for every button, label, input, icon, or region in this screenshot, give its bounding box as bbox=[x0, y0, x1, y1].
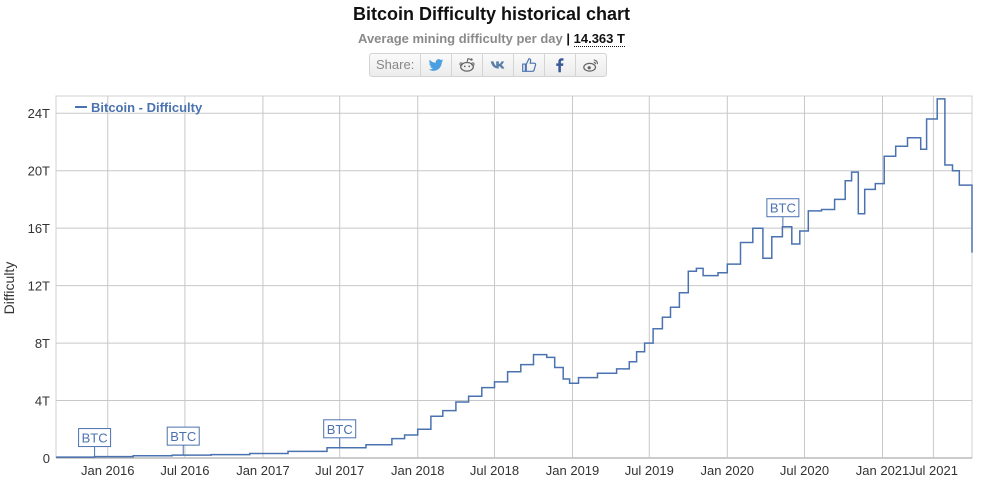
chart-subtitle: Average mining difficulty per day | 14.3… bbox=[0, 31, 983, 47]
twitter-icon[interactable] bbox=[421, 54, 453, 76]
btc-flag-label: BTC bbox=[170, 429, 196, 444]
x-tick-label: Jul 2020 bbox=[780, 463, 829, 478]
x-tick-label: Jan 2019 bbox=[546, 463, 600, 478]
btc-flag-label: BTC bbox=[327, 422, 353, 437]
weibo-icon[interactable] bbox=[576, 54, 606, 76]
y-tick-label: 8T bbox=[35, 336, 50, 351]
x-tick-label: Jan 2016 bbox=[81, 463, 135, 478]
like-icon[interactable] bbox=[514, 54, 546, 76]
btc-flag[interactable] bbox=[766, 198, 800, 218]
x-tick-label: Jul 2017 bbox=[315, 463, 364, 478]
chart-grid bbox=[55, 95, 973, 459]
subtitle-separator: | bbox=[566, 31, 570, 46]
chart-series bbox=[56, 98, 973, 458]
reddit-icon[interactable] bbox=[452, 54, 484, 76]
btc-flag-label: BTC bbox=[82, 431, 108, 446]
y-tick-label: 0 bbox=[43, 451, 50, 466]
facebook-icon[interactable] bbox=[545, 54, 577, 76]
x-tick-label: Jan 2020 bbox=[701, 463, 755, 478]
x-tick-label: Jan 2017 bbox=[236, 463, 290, 478]
chart-axes: 0 4T 8T 12T 16T 20T 24T Jan 2016 Jul 2016 Jan 201… bbox=[28, 106, 958, 478]
share-label: Share: bbox=[370, 54, 422, 76]
btc-flag[interactable] bbox=[166, 426, 200, 446]
btc-flag-label: BTC bbox=[770, 201, 796, 216]
x-tick-label: Jan 2018 bbox=[391, 463, 445, 478]
plot-area bbox=[55, 95, 973, 459]
y-tick-label: 24T bbox=[28, 106, 50, 121]
legend-label[interactable]: Bitcoin - Difficulty bbox=[91, 100, 203, 115]
y-tick-label: 16T bbox=[28, 221, 50, 236]
y-tick-label: 4T bbox=[35, 394, 50, 409]
subtitle-label: Average mining difficulty per day bbox=[358, 31, 563, 46]
x-tick-label: Jan 2021 bbox=[856, 463, 910, 478]
x-tick-label: Jul 2018 bbox=[470, 463, 519, 478]
x-tick-label: Jul 2016 bbox=[160, 463, 209, 478]
current-difficulty-value: 14.363 T bbox=[573, 31, 625, 47]
x-tick-label: Jul 2021 bbox=[909, 463, 958, 478]
chart-legend: Bitcoin - Difficulty bbox=[75, 100, 203, 115]
vk-icon[interactable] bbox=[483, 54, 515, 76]
y-tick-label: 12T bbox=[28, 279, 50, 294]
x-tick-label: Jul 2019 bbox=[625, 463, 674, 478]
y-tick-label: 20T bbox=[28, 164, 50, 179]
chart-annotations: BTC BTC BTC BTC bbox=[78, 198, 800, 457]
difficulty-line bbox=[56, 98, 973, 458]
y-axis-label: Difficulty bbox=[1, 262, 17, 315]
share-bar: Share: bbox=[369, 53, 607, 77]
btc-flag[interactable] bbox=[323, 419, 357, 439]
btc-flag[interactable] bbox=[78, 428, 112, 448]
chart-title: Bitcoin Difficulty historical chart bbox=[352, 4, 631, 24]
